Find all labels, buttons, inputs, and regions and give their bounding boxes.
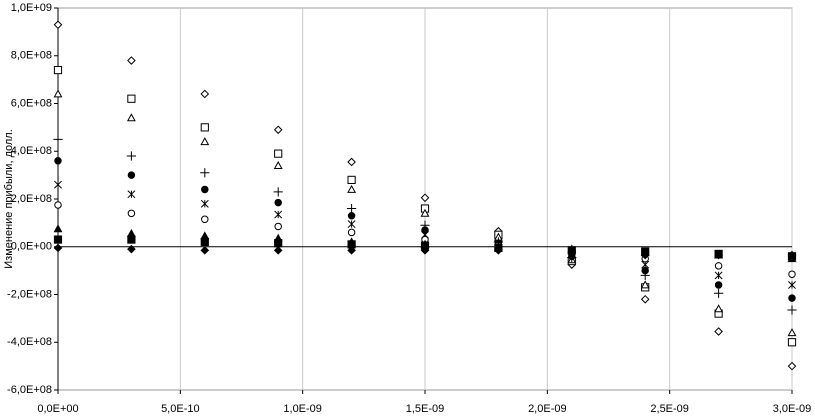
point — [347, 246, 356, 255]
point — [127, 190, 136, 199]
point — [200, 168, 210, 178]
x-tick-label: 2,5E-09 — [650, 403, 689, 415]
point — [714, 271, 723, 280]
point — [787, 305, 797, 315]
point — [200, 246, 210, 255]
point — [201, 185, 209, 194]
point — [787, 338, 797, 347]
x-tick-label: 3,0E-09 — [773, 403, 812, 415]
point — [640, 294, 650, 304]
y-axis-label: Изменение прибыли, долл. — [3, 129, 15, 269]
x-tick-label: 1,5E-09 — [406, 403, 445, 415]
point — [641, 266, 649, 275]
x-tick-label: 1,0E-09 — [283, 403, 322, 415]
point — [787, 250, 797, 260]
point — [127, 171, 136, 179]
point — [126, 113, 136, 122]
point — [788, 270, 796, 278]
y-tick-label: -6,0E+08 — [7, 384, 52, 396]
x-tick-label: 2,0E-09 — [528, 403, 567, 415]
y-tick-label: 2,0E+08 — [11, 193, 52, 205]
point — [127, 235, 136, 244]
y-tick-label: 0,0E+00 — [11, 241, 52, 253]
point — [274, 222, 282, 231]
point — [54, 157, 62, 165]
y-tick-label: -4,0E+08 — [7, 336, 52, 348]
point — [53, 65, 63, 75]
point — [714, 327, 723, 336]
y-tick-label: 6,0E+08 — [11, 97, 52, 109]
x-tick-label: 5,0E-10 — [161, 403, 200, 415]
point — [347, 211, 356, 220]
point — [714, 281, 723, 289]
point — [788, 280, 796, 289]
point — [714, 304, 724, 313]
point — [494, 246, 503, 255]
point — [273, 160, 283, 169]
point — [54, 180, 62, 189]
y-tick-label: 8,0E+08 — [11, 50, 52, 62]
point — [787, 361, 797, 371]
point — [788, 294, 796, 302]
point — [640, 250, 650, 260]
point — [567, 249, 577, 259]
point — [347, 184, 357, 193]
point — [347, 157, 356, 167]
point — [274, 210, 283, 219]
point — [274, 198, 282, 207]
point — [53, 224, 63, 233]
point — [53, 235, 63, 244]
point — [200, 89, 210, 99]
point — [714, 250, 723, 260]
point — [200, 137, 210, 146]
point — [201, 215, 209, 224]
point — [714, 262, 723, 270]
point — [127, 244, 136, 254]
point — [127, 56, 136, 65]
point — [420, 208, 430, 217]
point — [200, 123, 209, 132]
point — [273, 246, 283, 255]
point — [347, 203, 357, 214]
point — [420, 246, 430, 255]
point — [347, 175, 356, 185]
point — [126, 151, 136, 161]
point — [347, 220, 356, 229]
point — [53, 20, 63, 30]
point — [273, 187, 283, 197]
y-tick-label: 4,0E+08 — [11, 145, 52, 157]
point — [53, 134, 63, 144]
point — [54, 201, 62, 209]
point — [714, 288, 724, 298]
point — [53, 243, 63, 253]
y-tick-label: 1,0E+09 — [11, 2, 52, 14]
point — [274, 239, 283, 248]
point — [127, 209, 136, 218]
point — [200, 199, 209, 208]
x-tick-label: 0,0E+00 — [37, 403, 78, 415]
point — [274, 149, 283, 158]
point — [127, 94, 136, 103]
point — [420, 193, 430, 203]
point — [347, 228, 356, 237]
point — [200, 237, 209, 247]
point — [53, 89, 63, 98]
y-tick-label: -2,0E+08 — [7, 288, 52, 300]
point — [273, 125, 283, 135]
point — [640, 280, 650, 289]
point — [787, 328, 797, 337]
